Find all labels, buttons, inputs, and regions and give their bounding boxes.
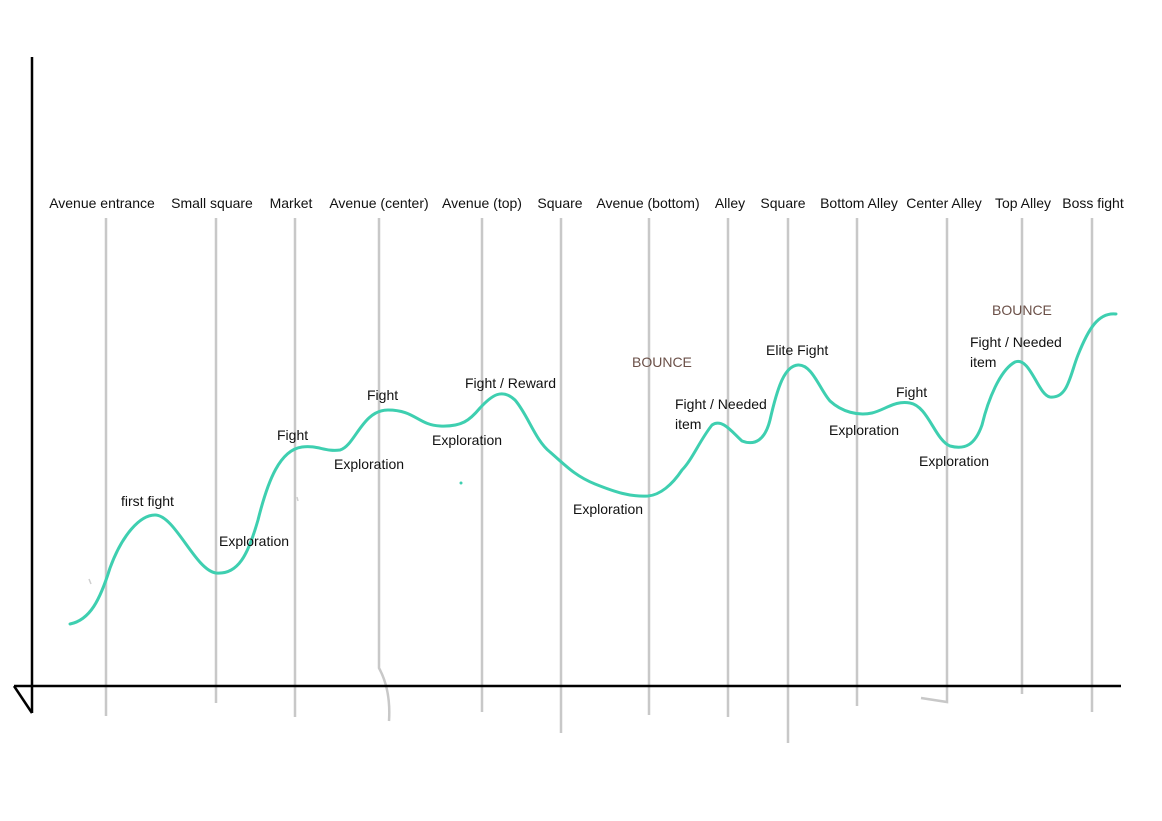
stray-mark [88, 578, 92, 585]
location-label: Boss fight [1062, 195, 1124, 211]
annotation-label: Fight / Reward [465, 375, 556, 391]
annotation-label: Exploration [829, 422, 899, 438]
location-label: Center Alley [906, 195, 981, 211]
stray-mark [296, 496, 299, 502]
bounce-label: BOUNCE [992, 302, 1052, 318]
annotation-label: Fight [277, 427, 308, 443]
annotation-label: Exploration [919, 453, 989, 469]
bounce-label: BOUNCE [632, 354, 692, 370]
annotation-label: first fight [121, 493, 174, 509]
location-label: Market [270, 195, 313, 211]
annotation-label: item [970, 354, 996, 370]
axis-corner-stroke [12, 685, 34, 714]
location-label: Small square [171, 195, 253, 211]
axes [12, 57, 1121, 714]
location-guides [104, 218, 1094, 743]
annotation-label: Exploration [432, 432, 502, 448]
annotation-label: Fight / Needed [970, 334, 1062, 350]
location-label: Bottom Alley [820, 195, 898, 211]
guide-line [920, 218, 949, 704]
curve-annotations: first fight Exploration Fight Exploratio… [121, 334, 1062, 549]
location-label: Alley [715, 195, 745, 211]
location-label: Square [537, 195, 582, 211]
location-label: Avenue (bottom) [596, 195, 699, 211]
location-label: Avenue entrance [49, 195, 155, 211]
annotation-label: Fight [367, 387, 398, 403]
location-labels: Avenue entrance Small square Market Aven… [49, 195, 1124, 211]
annotation-label: Fight / Needed [675, 396, 767, 412]
bounce-labels: BOUNCE BOUNCE [632, 302, 1052, 370]
annotation-label: Fight [896, 384, 927, 400]
guide-line [377, 218, 391, 722]
annotation-label: item [675, 416, 701, 432]
annotation-label: Exploration [573, 501, 643, 517]
tension-curve [68, 312, 1118, 626]
stray-dot [459, 481, 463, 485]
location-label: Avenue (top) [442, 195, 522, 211]
annotation-label: Elite Fight [766, 342, 828, 358]
location-label: Avenue (center) [329, 195, 428, 211]
annotation-label: Exploration [334, 456, 404, 472]
location-label: Top Alley [995, 195, 1051, 211]
annotation-label: Exploration [219, 533, 289, 549]
location-label: Square [760, 195, 805, 211]
